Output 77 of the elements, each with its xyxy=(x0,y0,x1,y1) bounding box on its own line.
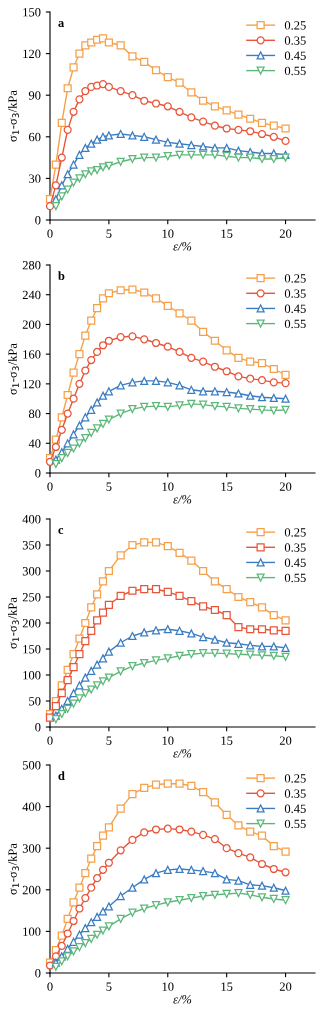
x-tick-label: 20 xyxy=(279,736,292,745)
x-tick-label: 20 xyxy=(279,229,292,238)
chart-title: c xyxy=(58,528,64,535)
x-tick-label: 10 xyxy=(162,482,174,491)
legend-label: 0.25 xyxy=(284,21,306,30)
y-axis-title: σ$_{1}$-σ$_{3}$/kPa xyxy=(8,90,19,142)
y-tick-label: 50 xyxy=(29,697,41,706)
y-tick-label: 0 xyxy=(35,723,41,732)
x-axis-title: ε/% xyxy=(173,242,192,251)
x-tick-label: 10 xyxy=(162,229,174,238)
x-tick-label: 0 xyxy=(47,736,53,745)
x-tick-label: 15 xyxy=(221,982,233,991)
legend-label: 0.45 xyxy=(284,304,306,313)
x-tick-label: 0 xyxy=(47,482,53,491)
legend-label: 0.45 xyxy=(284,51,306,60)
y-tick-label: 200 xyxy=(22,320,41,329)
y-tick-label: 90 xyxy=(28,91,41,100)
chart-title: a xyxy=(58,21,65,28)
x-tick-label: 10 xyxy=(162,736,174,745)
y-tick-label: 120 xyxy=(23,49,41,59)
legend-label: 0.35 xyxy=(284,789,306,798)
x-axis-title: ε/% xyxy=(173,749,192,758)
y-tick-label: 80 xyxy=(28,409,41,419)
x-axis-title: ε/% xyxy=(173,495,192,504)
legend-label: 0.35 xyxy=(284,289,306,298)
chart-title: d xyxy=(58,771,65,781)
y-tick-label: 150 xyxy=(23,645,41,654)
y-tick-label: 500 xyxy=(22,761,41,770)
y-axis-title: σ$_{1}$-σ$_{3}$/kPa xyxy=(8,343,19,395)
legend-label: 0.45 xyxy=(284,558,306,567)
y-tick-label: 280 xyxy=(22,261,41,270)
y-tick-label: 100 xyxy=(23,927,41,936)
legend-label: 0.55 xyxy=(284,319,306,329)
legend-label: 0.35 xyxy=(284,543,306,552)
legend-label: 0.25 xyxy=(284,774,306,783)
legend-label: 0.45 xyxy=(284,804,306,813)
legend-label: 0.25 xyxy=(284,274,306,283)
y-tick-label: 100 xyxy=(23,671,41,680)
x-tick-label: 5 xyxy=(106,982,112,991)
y-tick-label: 0 xyxy=(35,969,41,978)
legend-label: 0.55 xyxy=(284,819,306,829)
y-tick-label: 0 xyxy=(35,216,41,225)
y-tick-label: 250 xyxy=(22,593,41,602)
y-tick-label: 200 xyxy=(22,885,41,895)
y-tick-label: 300 xyxy=(22,567,41,576)
x-tick-label: 5 xyxy=(106,736,112,745)
x-axis-title: ε/% xyxy=(173,995,192,1004)
y-tick-label: 200 xyxy=(22,619,41,628)
y-tick-label: 150 xyxy=(23,8,41,17)
x-tick-label: 20 xyxy=(279,482,292,491)
legend-label: 0.55 xyxy=(284,66,306,76)
x-tick-label: 15 xyxy=(221,482,233,491)
y-tick-label: 160 xyxy=(23,350,41,359)
x-tick-label: 5 xyxy=(106,229,112,238)
y-tick-label: 350 xyxy=(22,541,41,550)
x-tick-label: 0 xyxy=(47,982,53,991)
y-tick-label: 300 xyxy=(22,844,41,853)
chart-title: b xyxy=(58,271,65,281)
y-tick-label: 400 xyxy=(22,802,41,812)
x-tick-label: 15 xyxy=(221,229,233,238)
y-tick-label: 0 xyxy=(35,469,41,478)
x-tick-label: 15 xyxy=(221,736,233,745)
legend-label: 0.25 xyxy=(284,528,306,537)
x-tick-label: 10 xyxy=(162,982,174,991)
y-axis-title: σ$_{1}$-σ$_{3}$/kPa xyxy=(8,843,19,895)
y-tick-label: 120 xyxy=(23,379,41,389)
y-tick-label: 30 xyxy=(29,174,41,183)
y-tick-label: 240 xyxy=(22,290,41,300)
x-tick-label: 5 xyxy=(106,482,112,491)
y-tick-label: 400 xyxy=(22,515,41,524)
y-axis-title: σ$_{1}$-σ$_{3}$/kPa xyxy=(8,597,19,649)
legend-label: 0.55 xyxy=(284,573,306,583)
x-tick-label: 0 xyxy=(47,229,53,238)
y-tick-label: 40 xyxy=(28,439,41,448)
legend-label: 0.35 xyxy=(284,36,306,45)
y-tick-label: 60 xyxy=(29,132,41,142)
x-tick-label: 20 xyxy=(279,982,292,991)
